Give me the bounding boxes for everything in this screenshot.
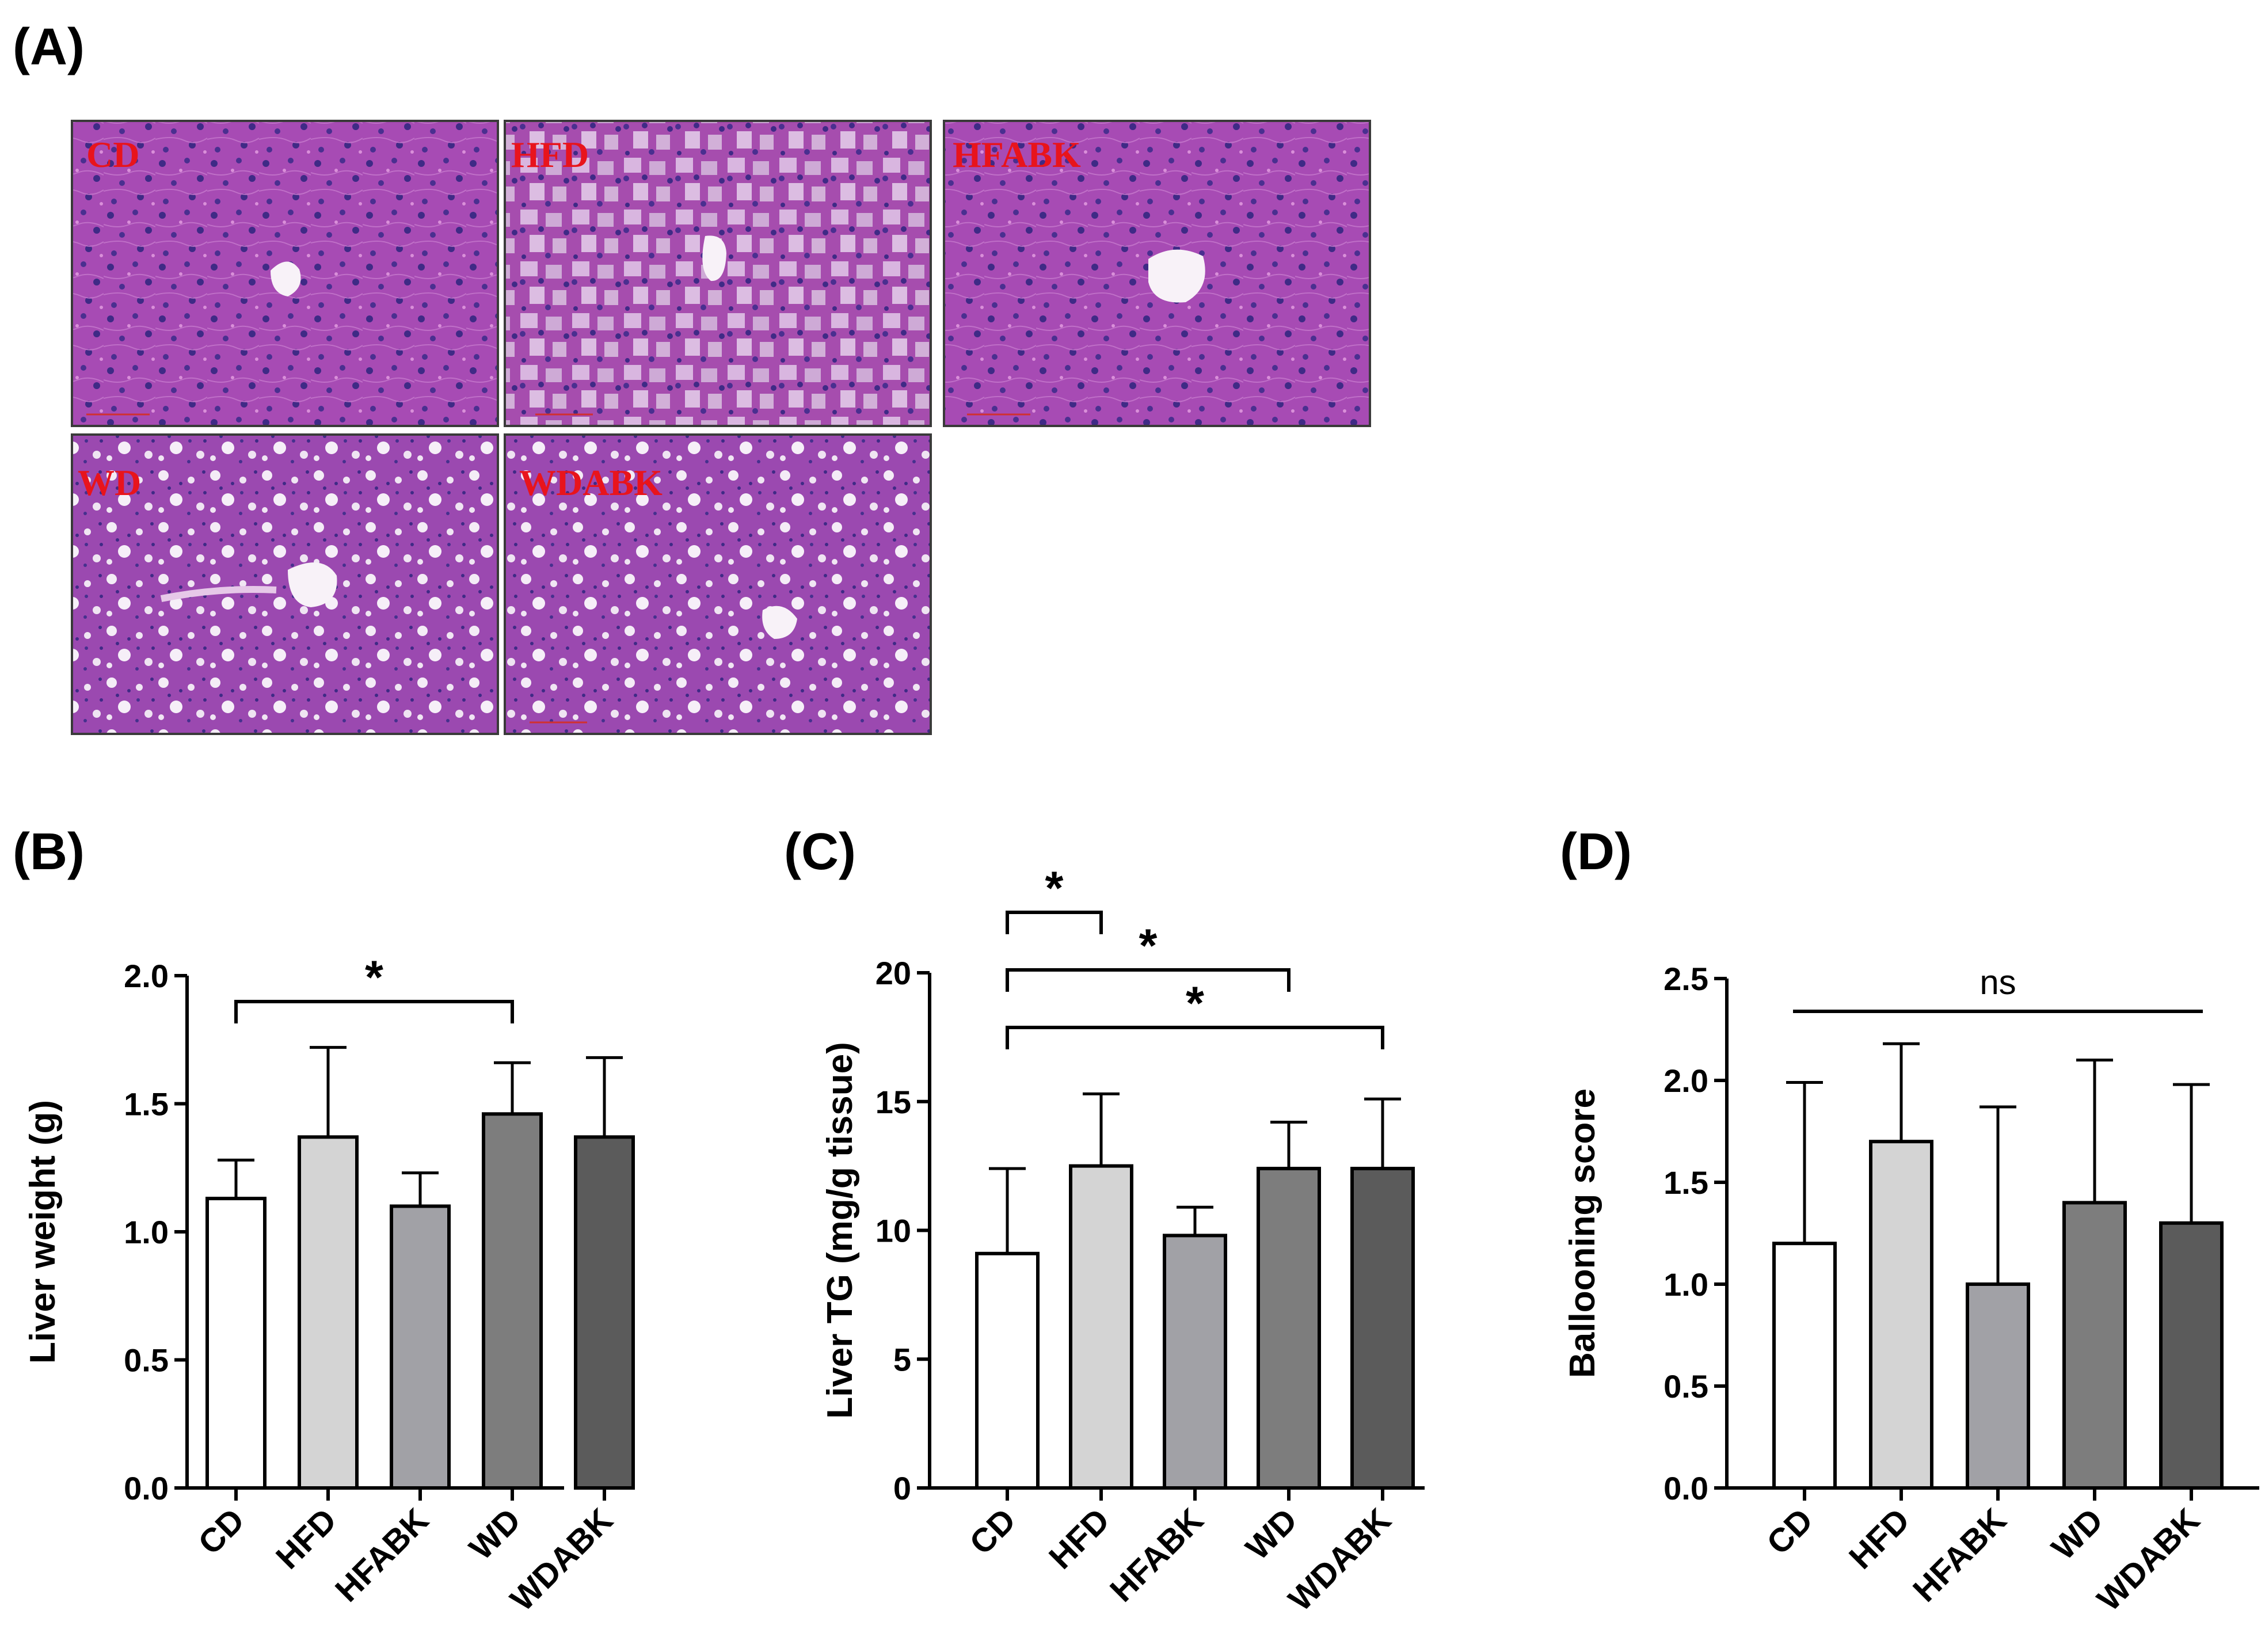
central-vein — [762, 606, 797, 639]
significance-star: * — [1186, 977, 1204, 1030]
y-tick-label: 5 — [893, 1341, 911, 1377]
central-vein — [702, 235, 726, 281]
y-tick-label: 0.5 — [124, 1342, 169, 1379]
y-tick-label: 20 — [875, 955, 911, 991]
chart-liver-weight: 0.0 0.5 1.0 1.5 2.0 Liver weight (g) CD HFDHFAB… — [23, 951, 635, 1618]
x-tick-label: WDABK — [1281, 1501, 1398, 1618]
micrograph-label: WDABK — [519, 462, 663, 503]
y-tick-label: 1.0 — [124, 1214, 169, 1250]
significance-star: * — [1139, 920, 1158, 972]
x-tick-label: WD — [462, 1501, 528, 1567]
x-tick-label: CD — [1760, 1501, 1820, 1562]
central-vein — [288, 562, 337, 607]
bar-hfabk — [390, 1204, 451, 1490]
central-vein — [271, 261, 301, 296]
micrograph-label: CD — [86, 134, 139, 175]
y-tick-label: 2.0 — [1663, 1063, 1708, 1099]
y-tick-label: 0 — [893, 1470, 911, 1506]
x-tick-label: HFABK — [328, 1501, 436, 1609]
bar-hfd — [298, 1135, 359, 1490]
micrograph-wd: WD — [71, 433, 499, 735]
y-axis-title: Liver weight (g) — [23, 1100, 63, 1364]
micrograph-label: HFD — [511, 134, 589, 175]
bar-wdabk — [1350, 1167, 1415, 1490]
y-axis-title: Liver TG (mg/g tissue) — [820, 1042, 860, 1419]
bar-wd — [1257, 1167, 1321, 1490]
bar-hfd — [1869, 1140, 1933, 1490]
micrograph-label: WD — [78, 462, 141, 503]
x-tick-label: WD — [2045, 1501, 2110, 1567]
y-tick-label: 2.5 — [1663, 961, 1708, 997]
x-tick-label: WDABK — [503, 1501, 620, 1618]
bar-hfd — [1069, 1164, 1133, 1490]
x-tick-label: CD — [191, 1501, 252, 1562]
bar-wdabk — [574, 1135, 635, 1490]
significance-star: * — [365, 951, 383, 1004]
panel-label-c: (C) — [784, 823, 856, 881]
significance-bracket — [1006, 968, 1291, 992]
chart-ballooning-score: 0.0 0.5 1.0 1.5 2.0 2.5 Ballooning score CD HFDH… — [1563, 961, 2259, 1618]
x-tick-label: WD — [1239, 1501, 1304, 1567]
y-tick-label: 0.0 — [1663, 1470, 1708, 1506]
bar-hfabk — [1966, 1282, 2030, 1490]
x-tick-label: HFD — [1042, 1501, 1117, 1576]
y-tick-label: 1.5 — [124, 1086, 169, 1122]
micrograph-hfabk: HFABK — [943, 120, 1371, 427]
x-tick-label: WDABK — [2090, 1501, 2207, 1618]
bar-cd — [975, 1251, 1040, 1490]
bar-wdabk — [2159, 1221, 2224, 1490]
chart-liver-tg: 0 5 10 15 20 Liver TG (mg/g tissue) CD HFDHFABK… — [820, 862, 1425, 1618]
y-tick-label: 10 — [875, 1213, 911, 1249]
bar-cd — [1772, 1242, 1837, 1490]
panel-label-d: (D) — [1560, 823, 1632, 881]
bar-hfabk — [1163, 1234, 1227, 1490]
micrograph-wdabk: WDABK — [504, 433, 932, 735]
x-tick-label: HFABK — [1103, 1501, 1210, 1609]
bar-cd — [205, 1197, 267, 1490]
x-tick-label: HFD — [1842, 1501, 1917, 1576]
bar-wd — [482, 1112, 543, 1490]
central-vein — [1148, 249, 1205, 303]
y-tick-label: 1.0 — [1663, 1266, 1708, 1303]
x-tick-label: HFABK — [1906, 1501, 2013, 1609]
significance-bracket — [234, 1000, 514, 1023]
x-tick-label: HFD — [269, 1501, 344, 1576]
micrograph-cd: CD — [71, 120, 499, 427]
significance-bracket — [1006, 1026, 1384, 1049]
significance-star: * — [1045, 862, 1064, 915]
panel-label-a: (A) — [13, 18, 85, 76]
y-tick-label: 0.5 — [1663, 1368, 1708, 1404]
significance-label: ns — [1980, 963, 2016, 1002]
y-tick-label: 2.0 — [124, 958, 169, 994]
panel-label-b: (B) — [13, 823, 85, 881]
y-tick-label: 0.0 — [124, 1470, 169, 1506]
micrograph-label: HFABK — [953, 134, 1081, 175]
y-axis-title: Ballooning score — [1563, 1088, 1602, 1378]
y-tick-label: 1.5 — [1663, 1164, 1708, 1201]
x-tick-label: CD — [962, 1501, 1023, 1562]
significance-bracket — [1006, 911, 1103, 934]
y-tick-label: 15 — [875, 1084, 911, 1120]
bar-wd — [2062, 1201, 2127, 1490]
micrograph-hfd: HFD — [504, 120, 932, 427]
